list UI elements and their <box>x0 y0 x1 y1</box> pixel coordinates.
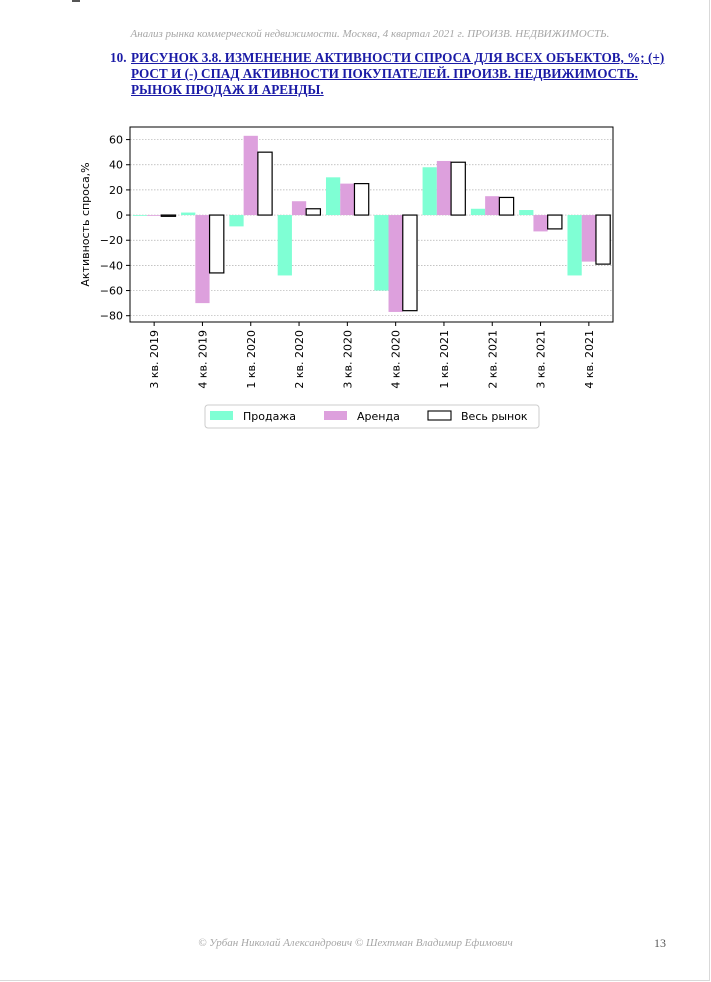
x-tick-label: 4 кв. 2021 <box>583 330 596 389</box>
bar-rent <box>147 215 162 216</box>
bar-rent <box>340 183 355 216</box>
bar-sale <box>374 215 389 291</box>
bar-rent <box>243 135 258 216</box>
x-tick-label: 1 кв. 2020 <box>245 330 258 389</box>
y-tick-label: −80 <box>100 310 123 323</box>
x-tick-label: 2 кв. 2021 <box>486 330 499 389</box>
y-tick-label: −20 <box>100 234 123 247</box>
bar-total-market <box>595 214 611 265</box>
bar-rent <box>291 201 307 216</box>
bar-sale <box>277 215 292 276</box>
page-number: 13 <box>654 936 666 950</box>
legend-label: Продажа <box>243 410 296 423</box>
bar-rent <box>436 160 452 216</box>
figure-number: 10. <box>110 50 127 65</box>
bar-total-market <box>160 214 177 217</box>
y-tick-label: −40 <box>100 259 123 272</box>
bar-rent <box>388 215 403 312</box>
x-tick-label: 1 кв. 2021 <box>438 330 451 389</box>
x-tick-label: 4 кв. 2019 <box>196 330 209 389</box>
demand-activity-bar-chart: 60 40 20 0 −20 −40 −60 −80 3 кв. 2019 4 кв. 2019… <box>79 126 614 429</box>
y-tick-label: −60 <box>100 285 123 298</box>
running-header: Анализ рынка коммерческой недвижимости. … <box>130 28 610 40</box>
bar-total-market <box>353 183 370 216</box>
bar-sale <box>422 167 437 216</box>
bar-rent <box>485 196 500 216</box>
bar-sale <box>519 210 534 216</box>
legend-swatch <box>427 410 452 421</box>
y-tick-label: 20 <box>109 184 123 197</box>
bar-rent <box>533 215 548 232</box>
bar-sale <box>229 215 244 227</box>
y-tick-label: 0 <box>116 209 123 222</box>
y-tick-label: 60 <box>109 134 123 147</box>
legend: Продажа Аренда Весь рынок <box>204 404 540 429</box>
x-tick-label: 2 кв. 2020 <box>293 330 306 389</box>
bar-sale <box>567 215 582 276</box>
figure-caption: 10. РИСУНОК 3.8. ИЗМЕНЕНИЕ АКТИВНОСТИ СП… <box>110 50 675 98</box>
plot-frame <box>129 126 614 323</box>
x-axis-ticks: 3 кв. 2019 4 кв. 2019 1 кв. 2020 2 кв. 2020… <box>148 322 596 389</box>
bar-total-market <box>547 214 563 230</box>
legend-label: Весь рынок <box>461 410 528 423</box>
bar-total-market <box>257 151 273 216</box>
x-tick-label: 3 кв. 2020 <box>341 330 354 389</box>
bar-sale <box>470 208 486 216</box>
y-tick-label: 40 <box>109 159 123 172</box>
legend-label: Аренда <box>357 410 400 423</box>
bar-rent <box>581 215 596 262</box>
bar-total-market <box>498 196 515 216</box>
legend-box <box>204 404 540 429</box>
legend-swatch <box>324 411 347 420</box>
footer-authors: © Урбан Николай Александрович © Шехтман … <box>198 937 513 949</box>
y-axis-ticks: 60 40 20 0 −20 −40 −60 −80 <box>100 134 130 323</box>
y-axis-label: Активность спроса,% <box>79 162 92 286</box>
bar-sale <box>132 215 148 216</box>
x-tick-label: 3 кв. 2021 <box>535 330 548 389</box>
figure-title: РИСУНОК 3.8. ИЗМЕНЕНИЕ АКТИВНОСТИ СПРОСА… <box>131 50 665 97</box>
x-tick-label: 4 кв. 2020 <box>390 330 403 389</box>
bar-total-market <box>402 214 418 312</box>
bars <box>132 135 611 312</box>
legend-swatch <box>210 411 233 420</box>
page-corner-mark <box>72 0 80 2</box>
grid-lines <box>130 139 613 317</box>
bar-sale <box>181 212 196 216</box>
bar-rent <box>195 215 210 304</box>
bar-total-market <box>208 214 225 274</box>
x-tick-label: 3 кв. 2019 <box>148 330 161 389</box>
bar-sale <box>325 177 341 216</box>
bar-total-market <box>450 161 466 216</box>
bar-total-market <box>305 208 322 216</box>
